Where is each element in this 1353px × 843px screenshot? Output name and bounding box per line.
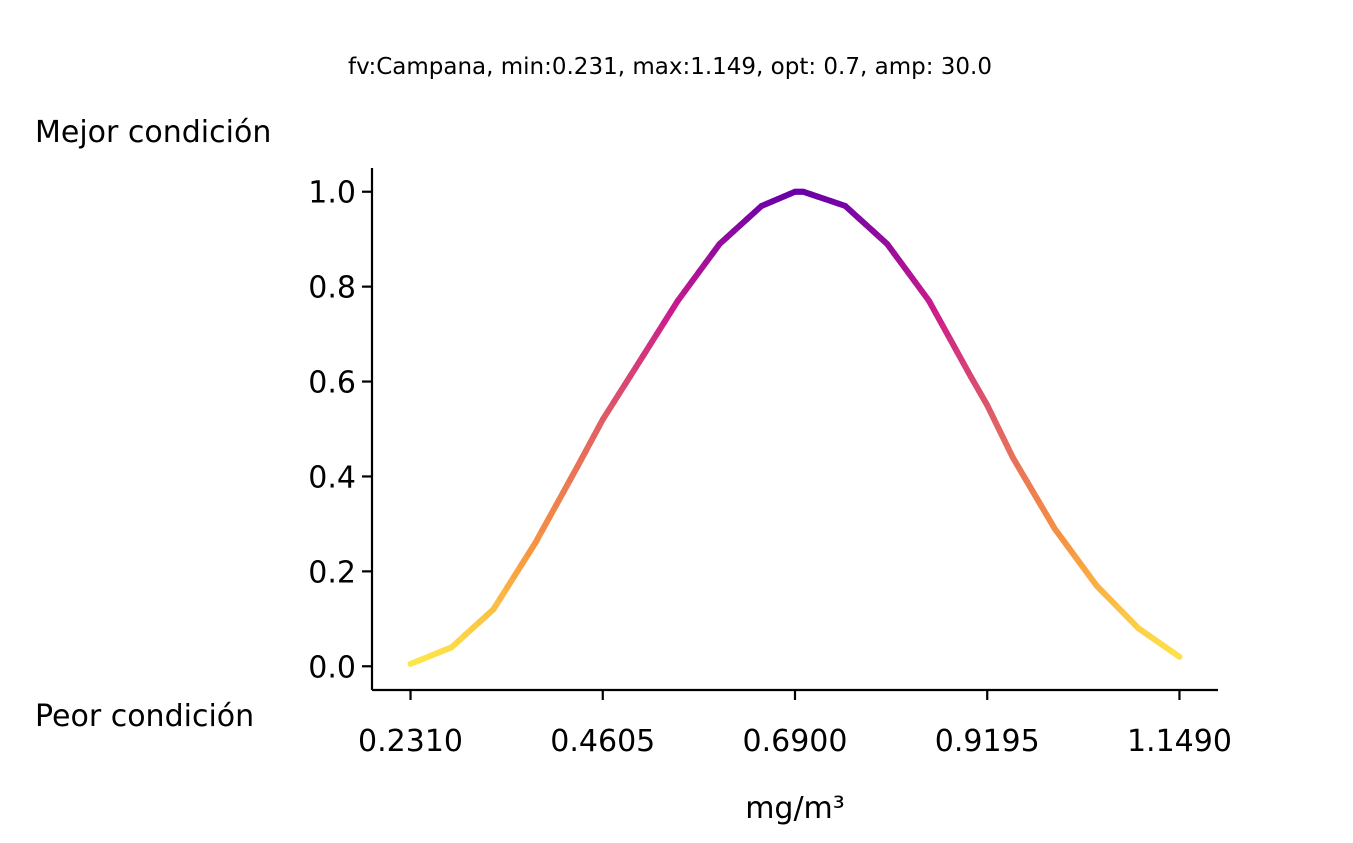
top-condition-label: Mejor condición (35, 115, 271, 150)
y-axis-ticks: 0.0 0.2 0.4 0.6 0.8 1.0 (308, 176, 372, 685)
curve-segment (1169, 649, 1183, 660)
x-tick-label: 0.2310 (358, 724, 463, 759)
x-tick-label: 0.6900 (743, 724, 848, 759)
y-tick-label: 0.0 (308, 650, 356, 685)
y-tick-label: 0.2 (308, 555, 356, 590)
y-tick-label: 1.0 (308, 176, 356, 211)
y-tick-label: 0.6 (308, 366, 356, 401)
chart-title: fv:Campana, min:0.231, max:1.149, opt: 0… (348, 54, 992, 80)
x-tick-label: 1.1490 (1127, 724, 1232, 759)
x-tick-label: 0.4605 (550, 724, 655, 759)
curve-series (407, 188, 1183, 667)
bottom-condition-label: Peor condición (35, 699, 254, 734)
y-tick-label: 0.8 (308, 271, 356, 306)
x-axis-label: mg/m³ (745, 791, 845, 826)
y-tick-label: 0.4 (308, 460, 356, 495)
x-tick-label: 0.9195 (935, 724, 1040, 759)
x-axis-ticks: 0.2310 0.4605 0.6900 0.9195 1.1490 (358, 690, 1232, 759)
